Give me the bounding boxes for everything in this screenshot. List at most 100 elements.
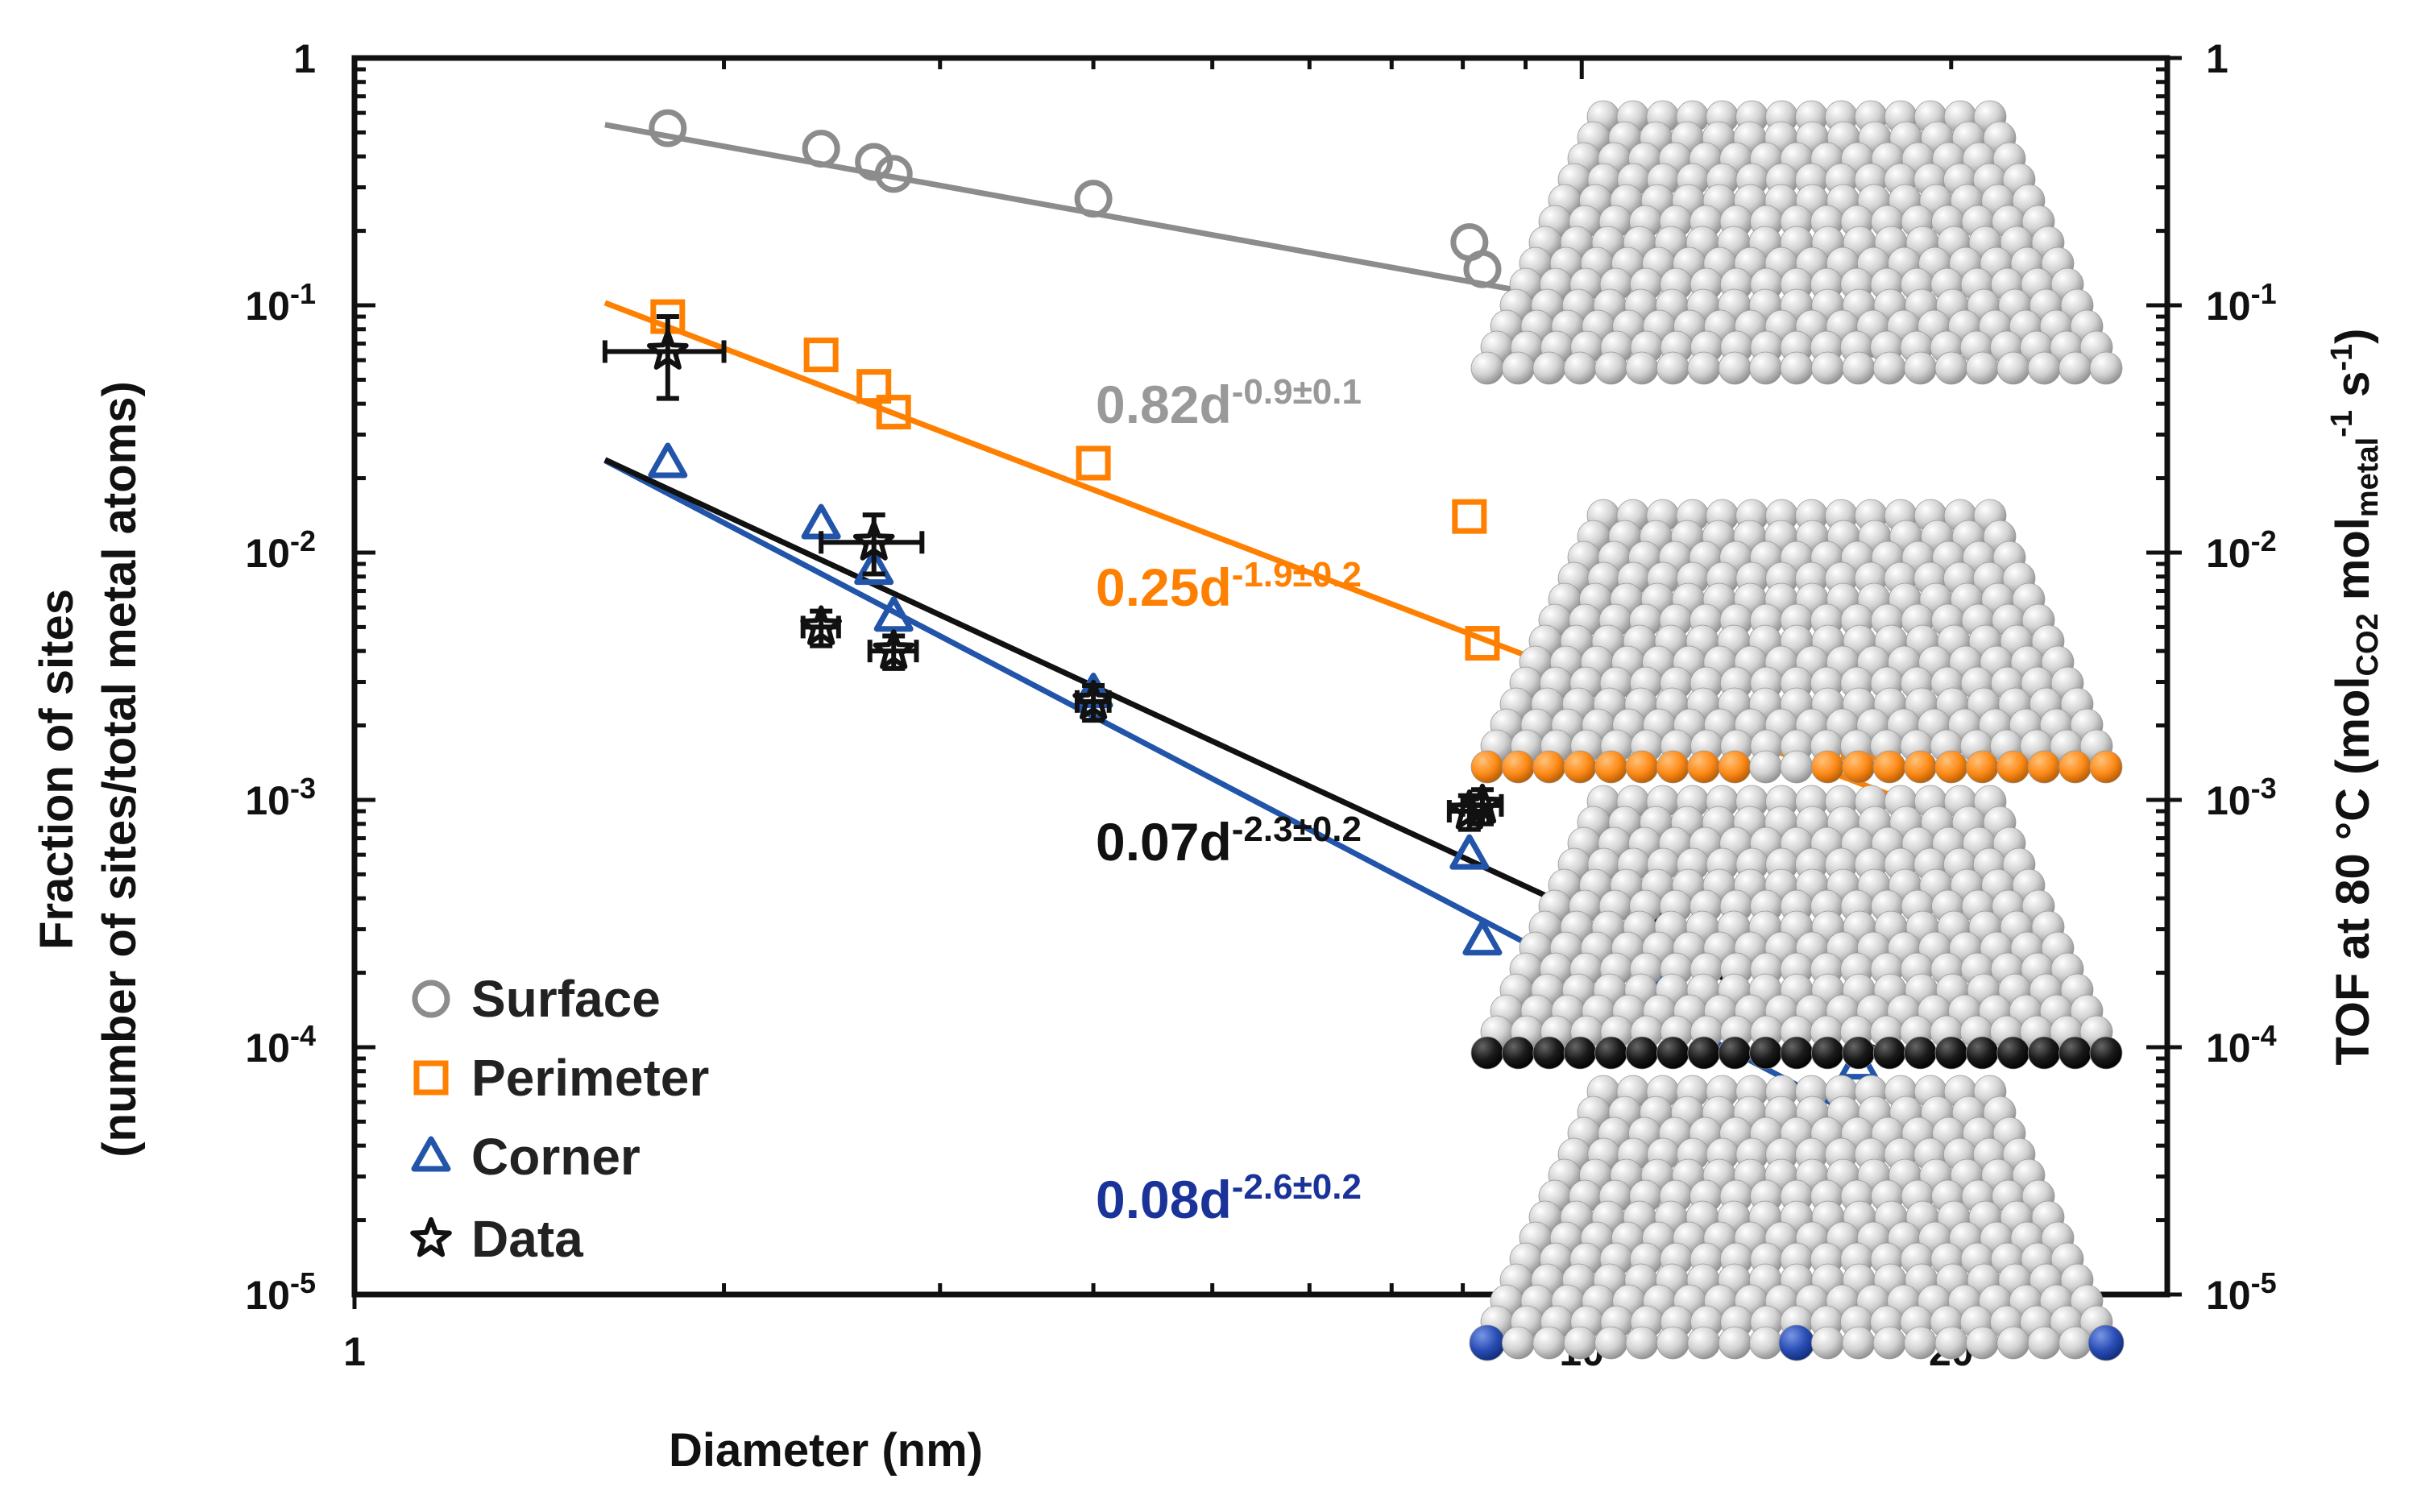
- legend-marker-corner: [411, 1136, 451, 1172]
- y-tick-label-base: 10: [245, 1273, 290, 1318]
- atom: [1749, 750, 1783, 784]
- nanoparticle-inset-edge: [1470, 785, 2123, 1070]
- y2-title-prefix: TOF at 80 °C (mol: [2327, 676, 2379, 1065]
- perimeter-atom: [1966, 1036, 1999, 1070]
- y-tick-label-exp: -3: [2251, 772, 2277, 805]
- fit-label-exponent: -1.9±0.2: [1232, 555, 1362, 594]
- y-tick-label-exp: -1: [290, 277, 316, 310]
- perimeter-atom: [1842, 750, 1876, 784]
- marker-perimeter: [803, 338, 839, 373]
- y-tick-label-base: 10: [2206, 284, 2251, 329]
- atom: [1780, 351, 1814, 385]
- perimeter-atom: [1718, 750, 1752, 784]
- y2-title-sup: -1: [2325, 410, 2359, 437]
- fit-label-data: 0.07d-2.3±0.2: [1096, 810, 1362, 872]
- y-tick-label-exp: -3: [290, 772, 316, 805]
- perimeter-atom: [2059, 1036, 2092, 1070]
- atom: [1563, 1326, 1597, 1360]
- y2-title-sup2: -1: [2325, 344, 2359, 371]
- marker-data: [647, 329, 689, 370]
- perimeter-atom: [1594, 1036, 1627, 1070]
- fit-label-base: 0.25d: [1096, 557, 1232, 617]
- fit-label-exponent: -2.6±0.2: [1232, 1167, 1362, 1207]
- legend-marker-data: [410, 1217, 452, 1257]
- perimeter-atom: [1934, 1036, 1968, 1070]
- marker-data: [1072, 679, 1114, 720]
- perimeter-atom: [1966, 750, 1999, 784]
- y-tick-label-right: 10-2: [2206, 524, 2277, 577]
- x-tick-label: 1: [343, 1329, 366, 1374]
- perimeter-atom: [1934, 750, 1968, 784]
- atom: [1470, 351, 1504, 385]
- marker-data: [800, 605, 842, 645]
- atom: [1656, 351, 1690, 385]
- atom: [1996, 1326, 2030, 1360]
- atom: [1749, 1326, 1783, 1360]
- x-axis-title: Diameter (nm): [669, 1424, 983, 1477]
- plot-frame: [351, 55, 2170, 1298]
- y-tick-label-exp: -5: [290, 1266, 316, 1299]
- perimeter-atom: [1470, 750, 1504, 784]
- perimeter-atom: [1872, 1036, 1906, 1070]
- y-tick-label-exp: -4: [290, 1019, 316, 1052]
- y-tick-label-right: 10-3: [2206, 772, 2277, 824]
- fit-label-base: 0.08d: [1096, 1170, 1232, 1229]
- perimeter-atom: [1749, 1036, 1783, 1070]
- legend-label-corner: Corner: [471, 1128, 641, 1186]
- axes-box: [351, 55, 2170, 1298]
- fit-label-corner: 0.08d-2.6±0.2: [1096, 1167, 1362, 1230]
- perimeter-atom: [1625, 1036, 1659, 1070]
- perimeter-atom: [1532, 1036, 1566, 1070]
- y2-title-sub1: CO2: [2351, 613, 2385, 676]
- marker-corner: [854, 549, 894, 586]
- fit-label-perimeter: 0.25d-1.9±0.2: [1096, 555, 1362, 618]
- nanoparticle-inset-perimeter: [1470, 499, 2123, 784]
- atom: [1966, 351, 1999, 385]
- perimeter-atom: [1563, 1036, 1597, 1070]
- perimeter-atom: [1872, 750, 1906, 784]
- marker-data: [873, 629, 914, 669]
- marker-surface: [855, 143, 893, 181]
- corner-atom: [1469, 1324, 1506, 1361]
- marker-perimeter: [1452, 499, 1487, 534]
- atom: [1842, 351, 1876, 385]
- y-tick-label-exp: -1: [2251, 277, 2277, 310]
- atom: [1502, 1326, 1535, 1360]
- perimeter-atom: [2027, 750, 2061, 784]
- atom: [1996, 351, 2030, 385]
- corner-atom: [1778, 1324, 1815, 1361]
- legend-label-perimeter: Perimeter: [471, 1049, 709, 1107]
- y-tick-label-exp: -5: [2251, 1266, 2277, 1299]
- y-tick-label-exp: -2: [290, 524, 316, 557]
- fit-label-exponent: -0.9±0.1: [1232, 372, 1362, 412]
- atom: [1904, 1326, 1938, 1360]
- y-tick-label-base: 10: [245, 531, 290, 576]
- marker-corner: [1449, 834, 1490, 870]
- perimeter-atom: [2027, 1036, 2061, 1070]
- y-tick-label-right: 10-5: [2206, 1266, 2277, 1319]
- perimeter-atom: [1532, 750, 1566, 784]
- y-tick-label-base: 10: [2206, 531, 2251, 576]
- perimeter-atom: [1563, 750, 1597, 784]
- atom: [1780, 750, 1814, 784]
- atom: [2027, 351, 2061, 385]
- atom: [1810, 1326, 1844, 1360]
- legend-marker-surface: [412, 980, 450, 1018]
- perimeter-atom: [1687, 1036, 1721, 1070]
- y-tick-label-base: 10: [2206, 1025, 2251, 1071]
- y-tick-label-left: 10-4: [245, 1019, 316, 1071]
- nanoparticle-insets: [1469, 100, 2125, 1361]
- atom: [2089, 351, 2123, 385]
- y-tick-label-left: 10-2: [245, 524, 316, 577]
- y-tick-label-right: 1: [2206, 36, 2229, 81]
- y-tick-label-base: 10: [245, 1025, 290, 1071]
- y-tick-label-right: 10-4: [2206, 1019, 2277, 1071]
- atom: [2027, 1326, 2061, 1360]
- nanoparticle-inset-corner: [1469, 1075, 2125, 1361]
- atom: [2059, 1326, 2092, 1360]
- atom: [1656, 1326, 1690, 1360]
- perimeter-atom: [1842, 1036, 1876, 1070]
- atom: [1718, 1326, 1752, 1360]
- y-tick-label-exp: -4: [2251, 1019, 2277, 1052]
- perimeter-atom: [1594, 750, 1627, 784]
